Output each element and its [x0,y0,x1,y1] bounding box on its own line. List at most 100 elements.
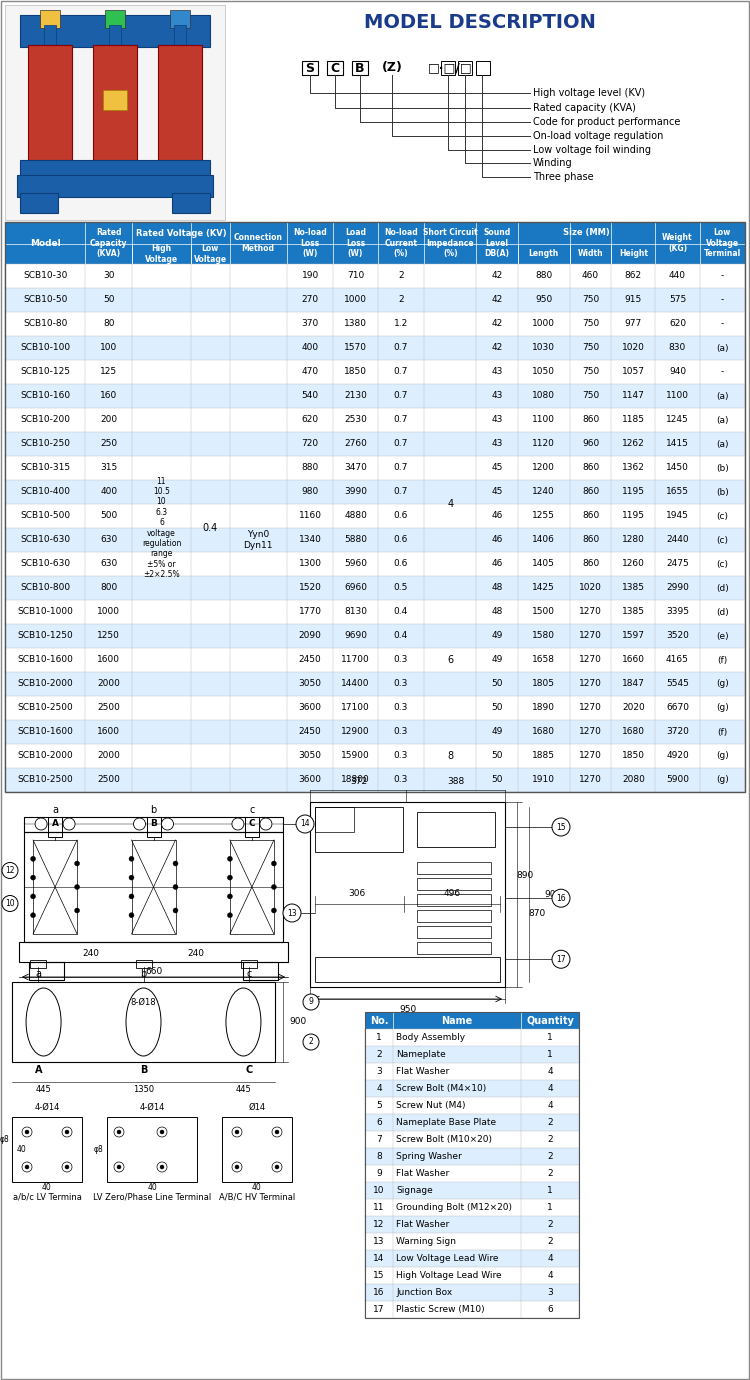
Text: 2450: 2450 [298,656,322,665]
Bar [476,61,490,75]
Text: Nameplate: Nameplate [396,1050,445,1058]
Text: 800: 800 [100,584,118,592]
Text: 1270: 1270 [579,679,602,689]
Text: 2: 2 [548,1236,553,1246]
Bar [417,943,491,954]
Text: 6: 6 [447,656,453,665]
Text: 1270: 1270 [579,727,602,737]
Text: -: - [721,272,724,280]
Text: 13: 13 [374,1236,385,1246]
Text: Low
Voltage
Terminal: Low Voltage Terminal [704,228,741,258]
Text: 0.4: 0.4 [394,632,408,640]
Bar [12,983,275,1063]
Bar [230,840,274,934]
Text: No-load
Loss
(W): No-load Loss (W) [293,228,327,258]
Text: 1850: 1850 [344,367,367,377]
Text: 10: 10 [5,898,15,908]
Text: 1000: 1000 [532,320,555,328]
Text: 125: 125 [100,367,118,377]
Bar [365,1132,579,1148]
Text: 15900: 15900 [341,752,370,760]
Circle shape [173,908,178,914]
Text: (e): (e) [716,632,728,640]
Text: SCB10-2500: SCB10-2500 [17,704,73,712]
Circle shape [272,861,277,867]
Text: SCB10-125: SCB10-125 [20,367,70,377]
Bar [5,360,745,384]
Circle shape [117,1130,121,1134]
Text: MODEL DESCRIPTION: MODEL DESCRIPTION [364,12,596,32]
Bar [5,769,745,792]
Text: 9: 9 [308,998,314,1006]
Text: High Voltage Lead Wire: High Voltage Lead Wire [396,1271,502,1281]
Text: 940: 940 [669,367,686,377]
Text: 445: 445 [236,1086,251,1094]
Text: 660: 660 [145,967,162,977]
Text: 720: 720 [302,439,319,449]
Circle shape [260,818,272,829]
Text: A: A [52,820,58,828]
Text: 6670: 6670 [666,704,689,712]
Text: SCB10-630: SCB10-630 [20,559,70,569]
Bar [44,25,56,47]
Text: 4: 4 [548,1254,553,1263]
Text: 496: 496 [444,889,461,898]
Text: SCB10-50: SCB10-50 [23,295,68,305]
Text: 270: 270 [302,295,319,305]
Text: 12: 12 [374,1220,385,1230]
Text: 3990: 3990 [344,487,367,497]
Text: SCB10-1000: SCB10-1000 [17,607,74,617]
Text: 2450: 2450 [298,727,322,737]
Text: (c): (c) [716,535,728,545]
Text: 1.2: 1.2 [394,320,408,328]
Text: 860: 860 [582,415,599,425]
Text: 3050: 3050 [298,679,322,689]
Text: 460: 460 [582,272,599,280]
Bar [315,956,500,983]
Text: 1910: 1910 [532,776,555,784]
Circle shape [160,1165,164,1169]
Bar [5,744,745,769]
Text: S: S [305,62,314,75]
Bar [5,600,745,624]
Text: SCB10-2500: SCB10-2500 [17,776,73,784]
Text: 470: 470 [302,367,319,377]
Bar [302,61,318,75]
Text: 0.3: 0.3 [394,679,408,689]
Bar [245,817,259,838]
Text: 100: 100 [100,344,118,352]
Bar [158,46,202,160]
Text: 1405: 1405 [532,559,555,569]
Text: SCB10-630: SCB10-630 [20,535,70,545]
Text: 1260: 1260 [622,559,645,569]
Text: 2475: 2475 [666,559,688,569]
Text: 3600: 3600 [298,776,322,784]
Text: 200: 200 [100,415,118,425]
Circle shape [2,896,18,912]
Bar [5,288,745,312]
Bar [19,943,288,962]
Circle shape [35,818,47,829]
Text: Flat Washer: Flat Washer [396,1169,449,1179]
Text: 3: 3 [547,1288,553,1297]
Text: 2000: 2000 [98,752,120,760]
Text: 1270: 1270 [579,704,602,712]
Text: 11700: 11700 [341,656,370,665]
Text: 2760: 2760 [344,439,367,449]
Text: 860: 860 [582,512,599,520]
Text: 900: 900 [290,1017,307,1027]
Bar [243,962,278,980]
Circle shape [25,1130,29,1134]
Text: 1415: 1415 [666,439,689,449]
Text: 1: 1 [547,1185,553,1195]
Text: 1270: 1270 [579,776,602,784]
Text: 42: 42 [491,320,502,328]
Text: 4920: 4920 [666,752,688,760]
Text: Warning Sign: Warning Sign [396,1236,456,1246]
Bar [365,1046,579,1063]
Bar [352,61,368,75]
Text: 3600: 3600 [298,704,322,712]
Text: 4-Ø14: 4-Ø14 [34,1103,60,1111]
Text: 540: 540 [302,392,319,400]
Text: C: C [245,1065,252,1075]
